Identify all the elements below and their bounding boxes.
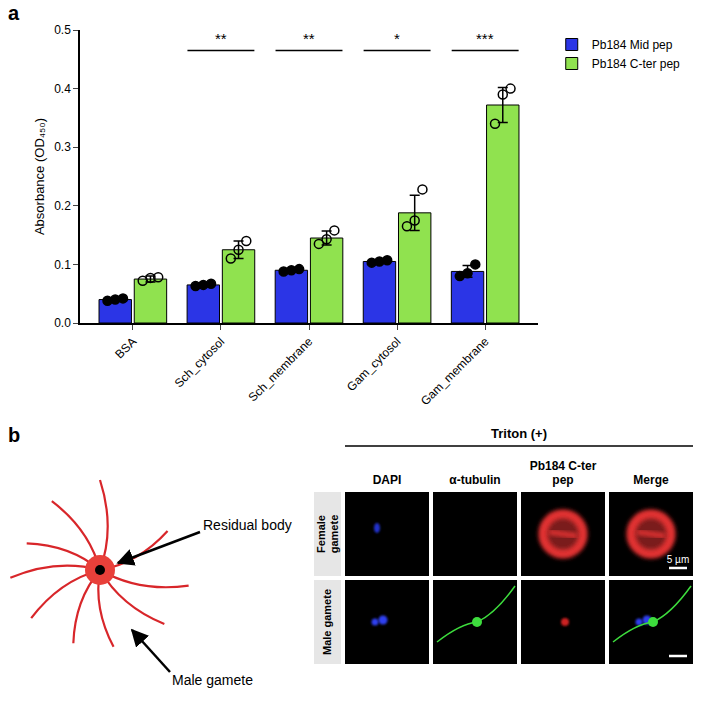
svg-text:0.3: 0.3 bbox=[54, 140, 71, 154]
svg-text:DAPI: DAPI bbox=[373, 473, 402, 487]
svg-text:0.0: 0.0 bbox=[54, 316, 71, 330]
svg-text:Gam_membrane: Gam_membrane bbox=[418, 334, 492, 408]
svg-text:5 µm: 5 µm bbox=[667, 554, 689, 565]
svg-text:0.2: 0.2 bbox=[54, 199, 71, 213]
svg-text:Male gamete: Male gamete bbox=[321, 589, 333, 655]
svg-text:*: * bbox=[394, 30, 400, 47]
svg-text:0.1: 0.1 bbox=[54, 258, 71, 272]
svg-text:Pb184 C-ter: Pb184 C-ter bbox=[530, 459, 597, 473]
svg-text:Triton (+): Triton (+) bbox=[491, 426, 547, 441]
svg-text:pep: pep bbox=[552, 473, 573, 487]
svg-text:**: ** bbox=[215, 30, 227, 47]
svg-text:gamete: gamete bbox=[328, 515, 340, 554]
svg-text:Absorbance (OD₄₅₀): Absorbance (OD₄₅₀) bbox=[32, 118, 47, 235]
svg-text:BSA: BSA bbox=[112, 335, 139, 362]
svg-text:Male gamete: Male gamete bbox=[172, 672, 253, 688]
svg-text:b: b bbox=[8, 424, 20, 446]
svg-text:Sch_cytosol: Sch_cytosol bbox=[172, 335, 228, 391]
svg-text:Gam_cytosol: Gam_cytosol bbox=[344, 335, 403, 394]
svg-text:Sch_membrane: Sch_membrane bbox=[246, 334, 316, 404]
svg-text:α-tubulin: α-tubulin bbox=[449, 473, 500, 487]
svg-text:0.5: 0.5 bbox=[54, 23, 71, 37]
html-text:a: a bbox=[8, 2, 20, 24]
svg-text:Female: Female bbox=[315, 515, 327, 553]
svg-text:Residual body: Residual body bbox=[203, 517, 292, 533]
svg-text:***: *** bbox=[476, 30, 494, 47]
svg-text:Pb184 Mid pep: Pb184 Mid pep bbox=[592, 38, 673, 52]
svg-text:Merge: Merge bbox=[633, 473, 669, 487]
svg-text:**: ** bbox=[303, 30, 315, 47]
svg-text:0.4: 0.4 bbox=[54, 82, 71, 96]
svg-text:Pb184 C-ter pep: Pb184 C-ter pep bbox=[592, 57, 680, 71]
